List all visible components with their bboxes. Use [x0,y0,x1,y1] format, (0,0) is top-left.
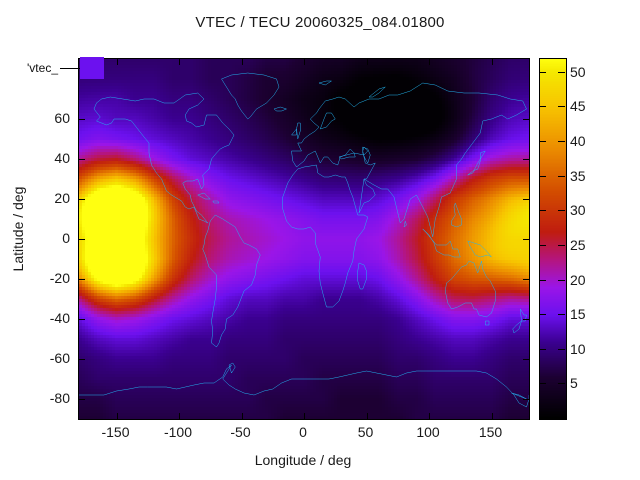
y-tick-mark [523,399,529,400]
y-tick-label: 60 [54,110,70,126]
y-tick-label: -60 [49,350,70,366]
colorbar-tick-label: 45 [570,98,586,115]
x-tick-mark [179,59,180,65]
colorbar-tick-label: 35 [570,167,586,184]
colorbar-tick-mark [539,72,546,73]
y-tick-mark [79,239,85,240]
x-tick-mark [304,59,305,65]
y-tick-label: 20 [54,190,70,206]
y-tick-mark [79,199,85,200]
y-tick-mark [79,279,85,280]
legend-key-swatch [80,57,104,79]
x-tick-mark [242,413,243,419]
y-tick-label: -80 [49,390,70,406]
colorbar-tick-label: 50 [570,63,586,80]
y-tick-mark [79,319,85,320]
colorbar-tick-mark [558,141,565,142]
colorbar-tick-mark [558,245,565,246]
colorbar-tick-mark [539,383,546,384]
y-tick-label: 40 [54,150,70,166]
colorbar-tick-label: 10 [570,340,586,357]
x-tick-label: -150 [101,424,130,440]
y-tick-mark [523,319,529,320]
vtec-heatmap [79,59,529,419]
y-tick-mark [523,359,529,360]
y-tick-mark [523,199,529,200]
x-tick-label: -100 [163,424,193,440]
x-tick-label: 50 [357,424,374,440]
page-title: VTEC / TECU 20060325_084.01800 [195,14,445,31]
legend-key-label: 'vtec_ [27,61,58,75]
colorbar-tick-label: 25 [570,236,586,253]
colorbar-tick-mark [558,210,565,211]
x-tick-mark [179,413,180,419]
y-tick-mark [79,119,85,120]
x-tick-mark [304,413,305,419]
y-tick-mark [523,279,529,280]
colorbar-tick-mark [558,72,565,73]
y-tick-label: -40 [49,310,70,326]
colorbar-tick-mark [539,176,546,177]
colorbar-tick-mark [539,210,546,211]
colorbar-tick-labels: 5 10 15 20 25 30 35 40 45 50 [570,58,630,418]
y-axis-tick-labels: 60 40 20 0 -20 -40 -60 -80 [0,58,70,418]
x-axis-title: Longitude / deg [254,452,352,468]
y-axis-title: Latitude / deg [10,186,26,272]
x-tick-mark [492,59,493,65]
colorbar-tick-mark [539,141,546,142]
x-tick-mark [429,59,430,65]
colorbar[interactable] [539,58,567,420]
colorbar-tick-label: 20 [570,271,586,288]
y-tick-label: 0 [62,230,70,246]
x-tick-mark [367,413,368,419]
y-tick-mark [79,399,85,400]
y-tick-mark [523,119,529,120]
colorbar-tick-mark [539,245,546,246]
colorbar-tick-label: 15 [570,306,586,323]
legend-key-line [60,68,82,69]
colorbar-tick-label: 40 [570,133,586,150]
plot-area[interactable] [78,58,530,420]
x-tick-mark [117,59,118,65]
x-tick-label: 0 [299,424,307,440]
x-tick-mark [367,59,368,65]
x-axis-tick-labels: -150 -100 -50 0 50 100 150 [78,424,528,446]
colorbar-tick-mark [539,106,546,107]
colorbar-tick-label: 5 [570,375,578,392]
colorbar-tick-mark [539,349,546,350]
x-tick-mark [117,413,118,419]
x-tick-label: 100 [416,424,440,440]
colorbar-tick-mark [558,176,565,177]
colorbar-tick-mark [539,280,546,281]
coastline-overlay [79,59,529,419]
colorbar-tick-mark [539,314,546,315]
colorbar-tick-mark [558,383,565,384]
colorbar-tick-mark [558,314,565,315]
y-tick-mark [523,159,529,160]
colorbar-tick-label: 30 [570,202,586,219]
y-tick-label: -20 [49,270,70,286]
x-tick-mark [429,413,430,419]
x-tick-label: 150 [478,424,503,440]
colorbar-tick-mark [558,106,565,107]
y-tick-mark [523,239,529,240]
x-tick-mark [242,59,243,65]
x-tick-label: -50 [230,424,251,440]
y-tick-mark [79,359,85,360]
colorbar-tick-mark [558,349,565,350]
legend-key[interactable]: 'vtec_ [27,57,104,79]
colorbar-tick-mark [558,280,565,281]
x-tick-mark [492,413,493,419]
y-tick-mark [79,159,85,160]
